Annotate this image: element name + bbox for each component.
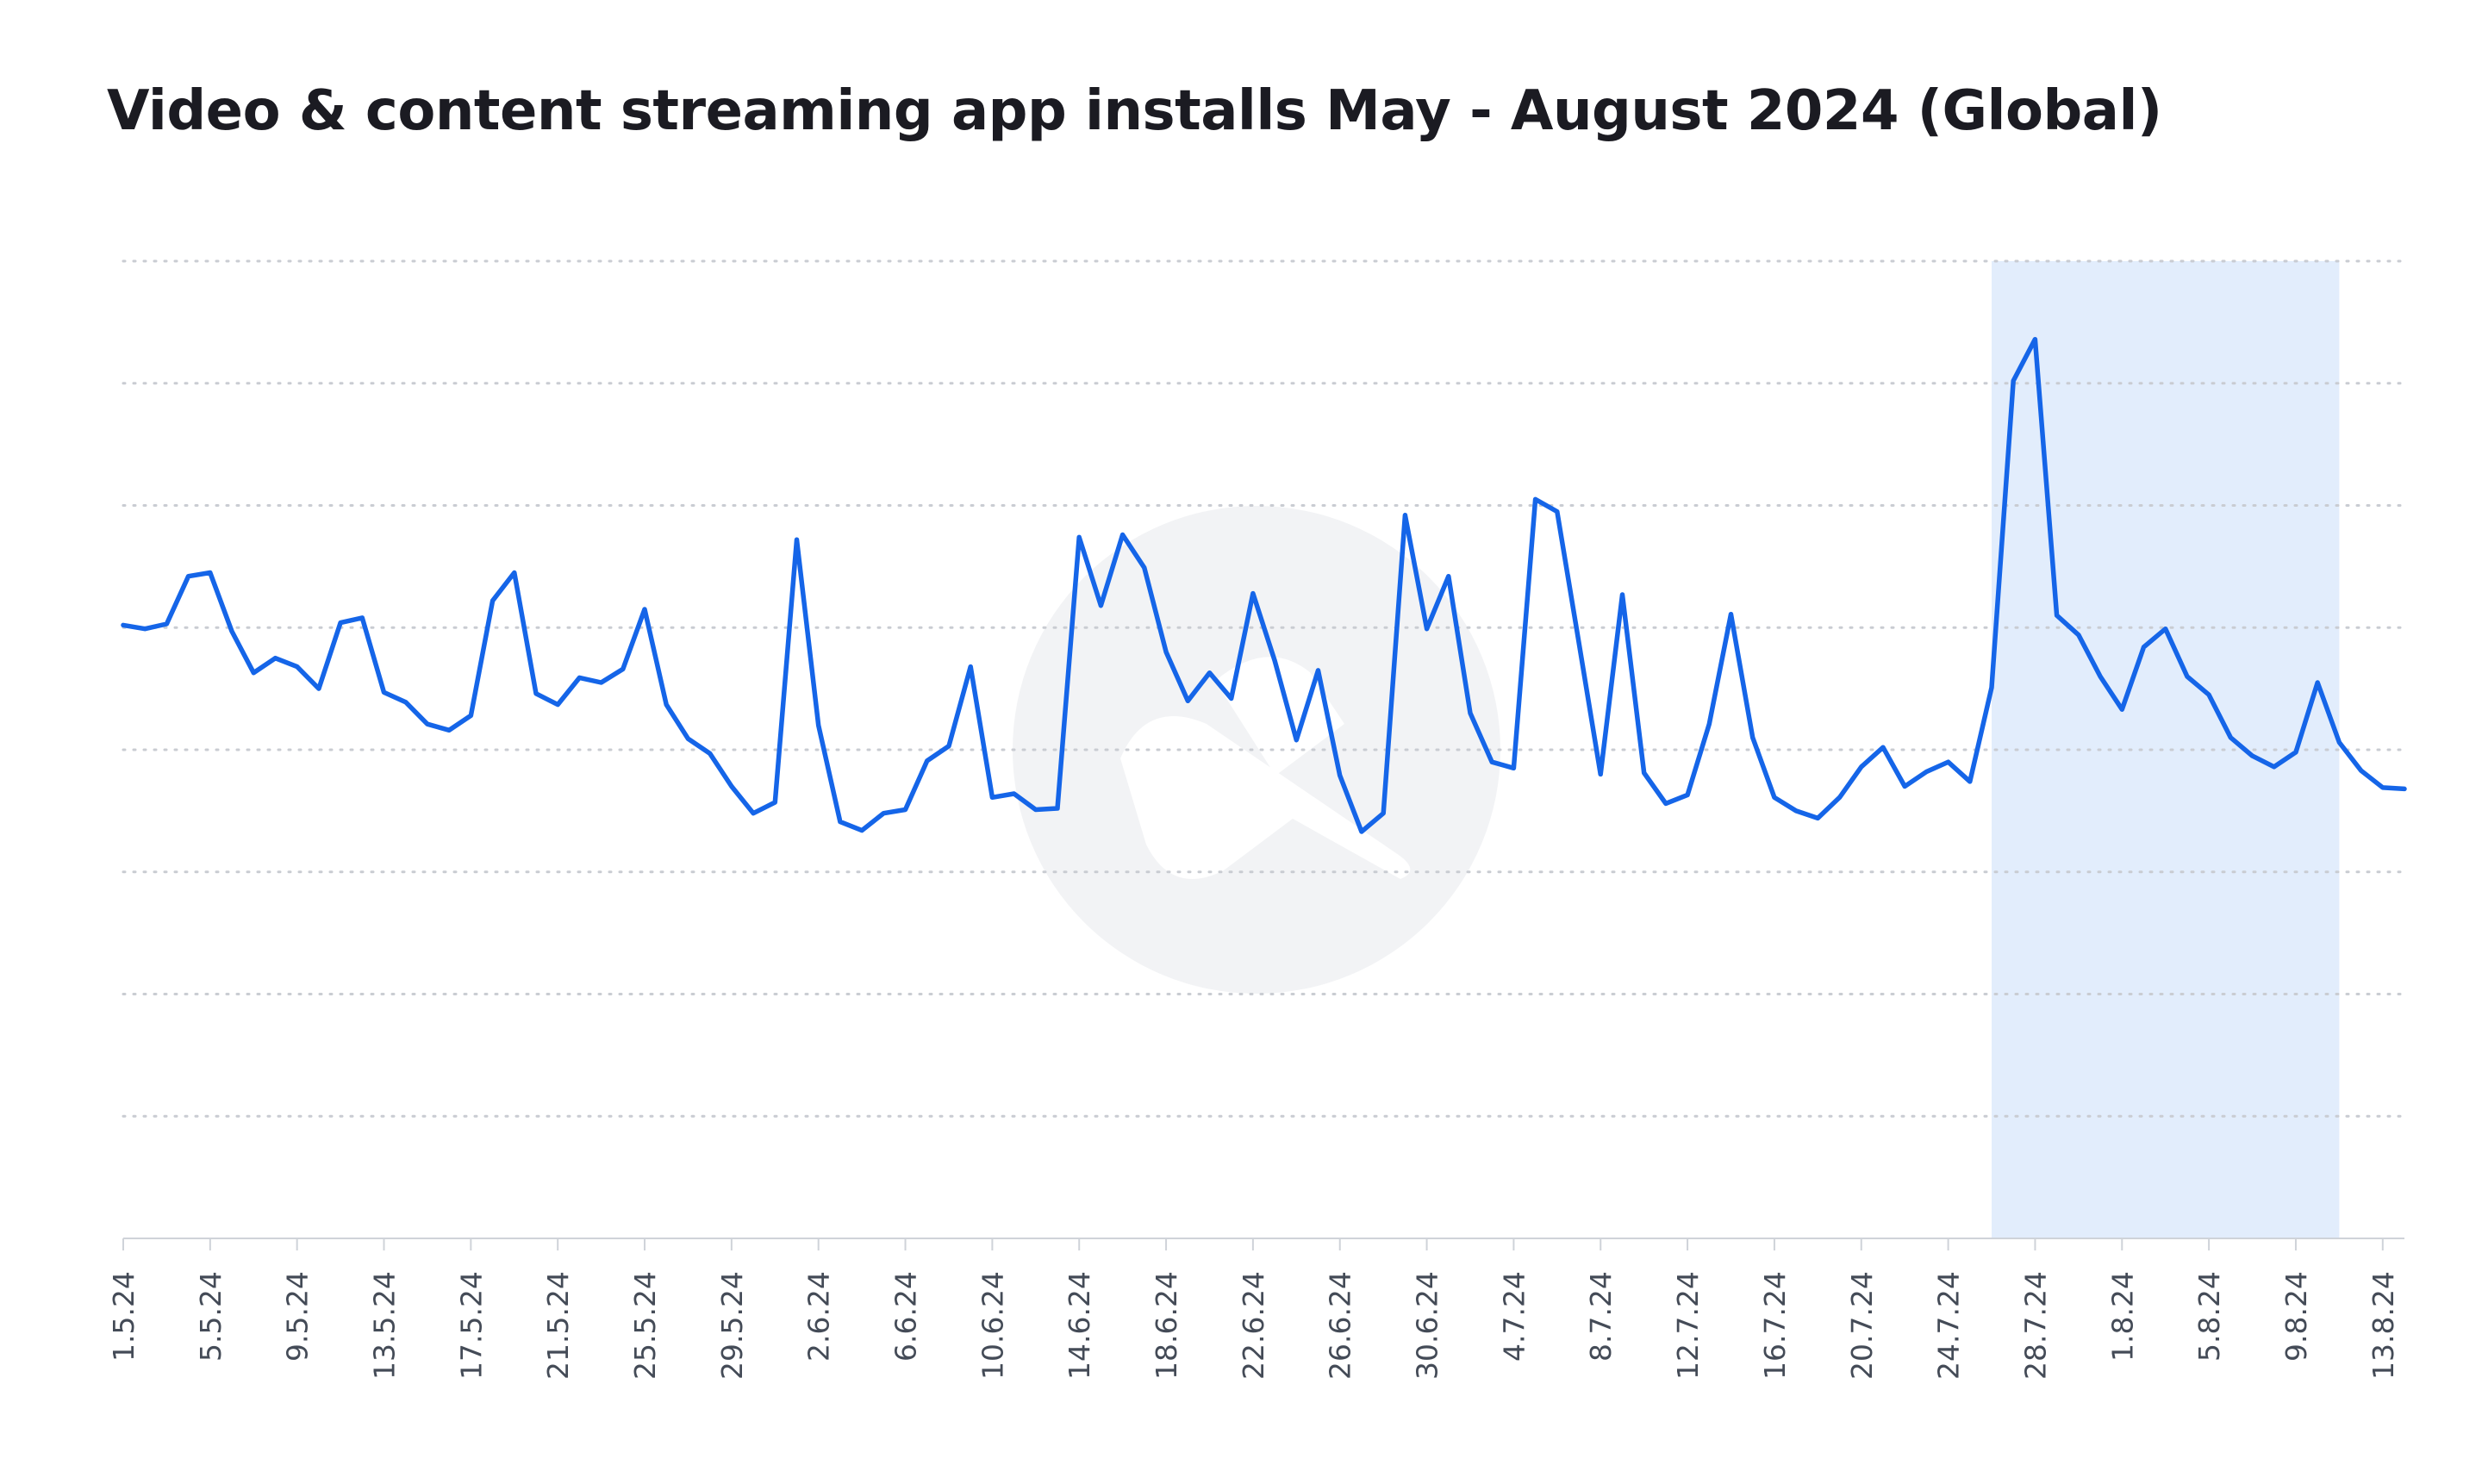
x-tick-label: 25.5.24 bbox=[628, 1271, 662, 1380]
x-tick-label: 16.7.24 bbox=[1758, 1271, 1792, 1380]
x-tick-label: 26.6.24 bbox=[1324, 1271, 1357, 1380]
x-tick-label: 9.5.24 bbox=[281, 1271, 315, 1362]
x-tick-label: 20.7.24 bbox=[1845, 1271, 1879, 1380]
chart-title: Video & content streaming app installs M… bbox=[107, 79, 2162, 143]
x-tick-label: 18.6.24 bbox=[1150, 1271, 1183, 1380]
x-tick-label: 29.5.24 bbox=[715, 1271, 749, 1380]
x-tick-label: 1.8.24 bbox=[2105, 1271, 2139, 1362]
x-tick-label: 12.7.24 bbox=[1671, 1271, 1705, 1380]
x-tick-label: 21.5.24 bbox=[541, 1271, 575, 1380]
x-tick-label: 10.6.24 bbox=[976, 1271, 1009, 1380]
x-tick-label: 24.7.24 bbox=[1932, 1271, 1966, 1380]
x-tick-label: 4.7.24 bbox=[1497, 1271, 1531, 1362]
x-tick-label: 9.8.24 bbox=[2279, 1271, 2313, 1362]
x-tick-label: 14.6.24 bbox=[1063, 1271, 1096, 1380]
series-line bbox=[121, 336, 2407, 834]
x-tick-label: 28.7.24 bbox=[2018, 1271, 2052, 1380]
x-tick-label: 1.5.24 bbox=[107, 1271, 140, 1362]
x-tick-label: 13.5.24 bbox=[368, 1271, 402, 1380]
x-tick-label: 22.6.24 bbox=[1237, 1271, 1270, 1380]
x-tick-label: 5.8.24 bbox=[2192, 1271, 2226, 1362]
watermark-logo bbox=[1013, 506, 1500, 994]
x-tick-label: 6.6.24 bbox=[889, 1271, 923, 1362]
x-tick-label: 2.6.24 bbox=[802, 1271, 836, 1362]
x-tick-label: 30.6.24 bbox=[1411, 1271, 1444, 1380]
x-tick-label: 5.5.24 bbox=[194, 1271, 228, 1362]
x-tick-label: 17.5.24 bbox=[454, 1271, 488, 1380]
x-tick-label: 13.8.24 bbox=[2367, 1271, 2400, 1380]
x-tick-label: 8.7.24 bbox=[1584, 1271, 1618, 1362]
